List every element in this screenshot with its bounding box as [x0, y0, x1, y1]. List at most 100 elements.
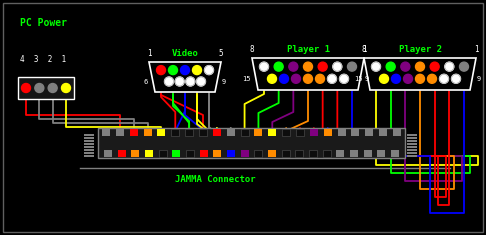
Bar [296, 129, 304, 136]
Bar [407, 154, 417, 157]
Bar [171, 129, 179, 136]
Bar [379, 129, 387, 136]
Circle shape [267, 74, 277, 83]
Bar [351, 129, 360, 136]
Bar [145, 150, 153, 157]
Circle shape [459, 62, 469, 71]
Bar [407, 145, 417, 148]
Bar [282, 129, 290, 136]
Text: Player 2: Player 2 [399, 45, 441, 54]
Circle shape [156, 66, 166, 74]
Text: 8: 8 [362, 45, 366, 54]
Bar [104, 150, 112, 157]
Circle shape [180, 66, 190, 74]
Text: 5: 5 [219, 49, 223, 58]
Bar [407, 140, 417, 142]
Text: 9: 9 [365, 76, 369, 82]
Bar [102, 129, 110, 136]
Circle shape [328, 74, 336, 83]
Bar [116, 129, 124, 136]
Text: 6: 6 [144, 78, 148, 85]
Circle shape [371, 62, 381, 71]
Circle shape [169, 66, 177, 74]
Bar [158, 150, 167, 157]
Bar [98, 128, 405, 158]
Circle shape [430, 62, 439, 71]
Circle shape [380, 74, 388, 83]
Bar [84, 133, 94, 136]
Bar [84, 154, 94, 157]
Text: 15: 15 [354, 76, 363, 82]
Bar [407, 137, 417, 139]
Circle shape [48, 83, 57, 93]
Bar [84, 149, 94, 151]
Circle shape [333, 62, 342, 71]
Circle shape [186, 77, 195, 86]
Text: PC Power: PC Power [20, 18, 67, 28]
Bar [255, 129, 262, 136]
Bar [213, 129, 221, 136]
Bar [407, 133, 417, 136]
Circle shape [196, 77, 206, 86]
Circle shape [416, 62, 424, 71]
Bar [295, 150, 303, 157]
Circle shape [303, 62, 312, 71]
Bar [268, 129, 276, 136]
Bar [336, 150, 345, 157]
Bar [84, 152, 94, 154]
Bar [18, 77, 74, 99]
Bar [131, 150, 139, 157]
Circle shape [35, 83, 44, 93]
Bar [118, 150, 126, 157]
Circle shape [289, 62, 298, 71]
Bar [241, 150, 249, 157]
Circle shape [340, 74, 348, 83]
Bar [365, 129, 373, 136]
Text: 15: 15 [243, 76, 251, 82]
Bar [241, 129, 248, 136]
Bar [407, 142, 417, 145]
Text: 1: 1 [474, 45, 478, 54]
Circle shape [62, 83, 70, 93]
Circle shape [403, 74, 413, 83]
Circle shape [192, 66, 202, 74]
Bar [84, 140, 94, 142]
Circle shape [347, 62, 357, 71]
Bar [310, 129, 318, 136]
Bar [377, 150, 385, 157]
Circle shape [401, 62, 410, 71]
Bar [338, 129, 346, 136]
Bar [186, 150, 194, 157]
Bar [185, 129, 193, 136]
Circle shape [303, 74, 312, 83]
Circle shape [315, 74, 325, 83]
Circle shape [292, 74, 300, 83]
Bar [84, 137, 94, 139]
Circle shape [260, 62, 268, 71]
Bar [84, 142, 94, 145]
Circle shape [445, 62, 454, 71]
Circle shape [428, 74, 436, 83]
Text: Player 1: Player 1 [287, 45, 330, 54]
Circle shape [175, 77, 184, 86]
Text: 9: 9 [477, 76, 481, 82]
Bar [143, 129, 152, 136]
Bar [364, 150, 372, 157]
Text: 4  3  2  1: 4 3 2 1 [20, 55, 66, 64]
Bar [323, 150, 330, 157]
Text: Video: Video [172, 49, 198, 58]
Bar [130, 129, 138, 136]
Text: 1: 1 [362, 45, 366, 54]
Bar [350, 150, 358, 157]
Bar [268, 150, 276, 157]
Text: JAMMA Connector: JAMMA Connector [175, 175, 256, 184]
Circle shape [392, 74, 400, 83]
Circle shape [439, 74, 449, 83]
Bar [282, 150, 290, 157]
Circle shape [274, 62, 283, 71]
Circle shape [164, 77, 174, 86]
Circle shape [386, 62, 395, 71]
Bar [324, 129, 332, 136]
Text: 1: 1 [147, 49, 151, 58]
Bar [393, 129, 401, 136]
